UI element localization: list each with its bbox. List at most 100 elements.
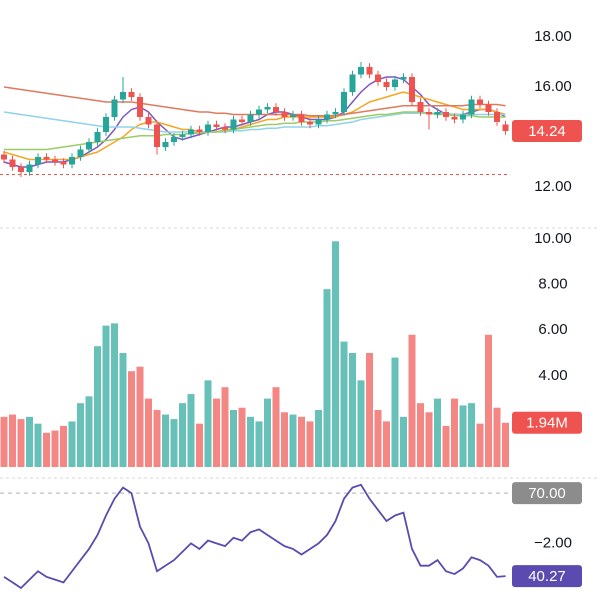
moving-average [3,111,506,133]
candle-body [417,102,424,112]
volume-bar [374,410,382,467]
volume-bar [281,412,288,467]
candle-body [111,99,118,117]
volume-bar [43,432,50,467]
moving-average [3,91,506,161]
candle-body [443,112,449,117]
volume-bar [0,416,8,467]
volume-bar [485,334,492,467]
volume-bar [68,421,76,467]
candle-body [392,79,398,87]
volume-bar [238,407,246,467]
volume-bar [502,422,509,467]
volume-bar [26,416,33,467]
volume-bar [85,396,93,467]
volume-bar [60,425,67,467]
candle-body [468,99,475,115]
volume-bar [51,430,59,467]
candle-body [324,114,330,120]
candle-body [162,142,169,147]
y-tick-label: −2.00 [534,534,572,551]
candle-body [460,114,466,120]
volume-bar [493,407,501,467]
candle-body [179,134,186,137]
candle-body [9,159,16,167]
candle-body [315,119,322,125]
volume-bar [298,416,305,467]
volume-bar [17,419,25,467]
volume-bar [332,241,339,467]
candle-body [103,117,109,132]
candle-body [77,149,84,157]
volume-bar [442,425,450,467]
candle-body [213,124,220,127]
candle-body [434,112,441,115]
candle-body [426,112,432,115]
y-tick-label: 6.00 [538,321,567,338]
last-volume: 1.94M [526,415,568,432]
last-price: 14.24 [528,123,566,140]
candle-body [18,167,24,172]
candle-body [154,124,160,147]
volume-bar [383,421,390,467]
candle-body [485,104,492,112]
candle-body [222,127,228,130]
candle-body [332,112,339,115]
volume-bar [153,410,161,467]
y-tick-label: 70.00 [528,485,566,502]
volume-bar [230,410,237,467]
rsi-line [3,483,506,590]
volume-bar [468,403,475,467]
volume-bar [136,366,144,467]
candle-body [69,157,75,165]
candle-body [120,92,126,100]
volume-bar [77,403,84,467]
volume-bar [255,421,263,467]
candle-body [1,154,7,160]
candle-body [307,122,313,125]
candle-body [358,67,364,75]
candle-body [451,117,458,120]
moving-average [3,76,506,168]
volume-bar [213,398,220,467]
volume-bar [391,357,399,467]
candle-body [171,137,177,142]
volume-bar [94,346,101,467]
moving-average [4,111,506,151]
badge [512,411,582,434]
volume-bar [204,380,212,467]
candle-body [290,114,296,117]
volume-bar [272,387,280,467]
volume-bar [145,398,152,467]
candle-body [409,77,415,102]
volume-bar [476,423,484,467]
volume-bar [434,398,441,467]
y-tick-label: 10.00 [534,230,572,247]
candle-body [247,114,254,122]
last-rsi: 40.27 [528,568,566,585]
y-tick-label: 16.00 [534,78,572,95]
badge [512,565,582,588]
candle-body [137,97,143,117]
volume-bar [264,398,271,467]
y-tick-label: 8.00 [538,276,567,293]
candle-body [86,142,92,150]
volume-bar [357,380,365,467]
y-tick-label: 12.00 [534,178,572,195]
volume-bar [162,414,169,467]
candle-body [196,129,203,132]
volume-bar [221,387,229,467]
volume-bar [196,423,203,467]
candle-body [43,157,50,160]
candle-body [477,99,483,105]
volume-bar [128,371,135,467]
candle-body [128,92,135,97]
volume-bar [323,289,331,467]
candle-body [375,74,381,82]
candle-body [494,112,500,122]
candle-body [35,157,41,165]
volume-bar [111,323,118,467]
volume-bar [187,394,195,467]
candle-body [52,159,58,162]
